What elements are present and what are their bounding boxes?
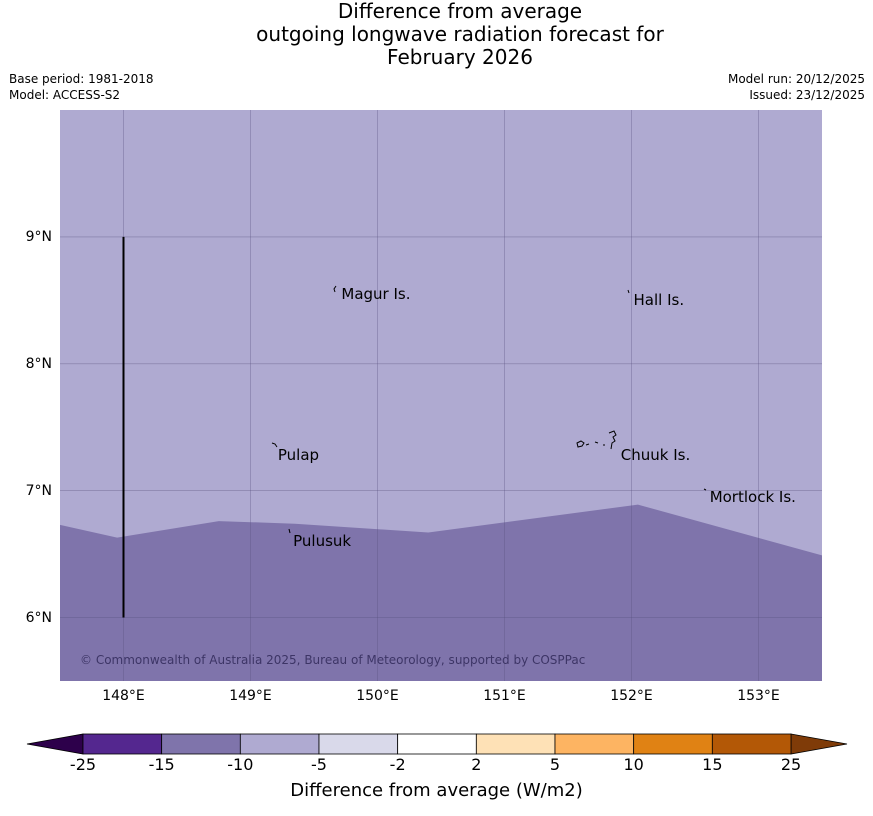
island-hall xyxy=(627,289,630,294)
colorbar-bin xyxy=(82,733,163,755)
colorbar-tick-label: -2 xyxy=(389,755,406,774)
lon-tick-label: 151°E xyxy=(483,688,526,704)
island-pulap xyxy=(271,442,278,448)
lon-tick-label: 152°E xyxy=(610,688,653,704)
island-chuuk-3 xyxy=(594,441,599,444)
lat-tick-label: 6°N xyxy=(25,609,52,626)
colorbar-bin xyxy=(161,733,241,755)
colorbar-under-arrow xyxy=(26,733,84,755)
colorbar-bin xyxy=(554,733,635,755)
model-name: Model: ACCESS-S2 xyxy=(9,88,121,102)
colorbar-tick-label: 25 xyxy=(780,755,802,774)
place-label: Magur Is. xyxy=(341,284,411,303)
colorbar xyxy=(26,733,848,755)
colorbar-tick-label: -10 xyxy=(227,755,254,774)
map-panel[interactable] xyxy=(60,110,822,681)
place-label: Hall Is. xyxy=(633,291,685,310)
island-magur xyxy=(333,285,337,293)
title-line-1: Difference from average xyxy=(337,0,583,23)
place-label: Chuuk Is. xyxy=(620,446,691,465)
model-run: Model run: 20/12/2025 xyxy=(727,72,865,86)
colorbar-bin xyxy=(633,733,713,755)
colorbar-tick-label: -5 xyxy=(311,755,327,774)
colorbar-bin xyxy=(239,733,320,755)
colorbar-bin xyxy=(475,733,556,755)
lon-tick-label: 150°E xyxy=(356,688,399,704)
map-title: Difference from average outgoing longwav… xyxy=(0,0,873,69)
colorbar-title: Difference from average (W/m2) xyxy=(290,780,583,801)
island-chuuk-1 xyxy=(576,440,585,448)
lon-tick-label: 148°E xyxy=(102,688,145,704)
colorbar-bin xyxy=(318,733,399,755)
colorbar-tick-label: 5 xyxy=(549,755,561,774)
title-line-3: February 2026 xyxy=(387,45,533,69)
colorbar-over-arrow xyxy=(790,733,848,755)
colorbar-tick-label: -15 xyxy=(148,755,175,774)
place-label: Pulusuk xyxy=(293,532,352,551)
island-pulusuk xyxy=(288,528,291,534)
title-line-2: outgoing longwave radiation forecast for xyxy=(256,22,664,46)
colorbar-bin xyxy=(711,733,792,755)
island-chuuk-5 xyxy=(608,430,617,450)
colorbar-tick-label: 10 xyxy=(623,755,644,774)
issued-date: Issued: 23/12/2025 xyxy=(749,88,865,102)
place-label: Mortlock Is. xyxy=(709,488,796,506)
lat-tick-label: 9°N xyxy=(25,228,52,245)
lat-tick-label: 7°N xyxy=(25,482,52,499)
island-chuuk-2 xyxy=(585,443,590,446)
colorbar-tick-label: 15 xyxy=(702,755,723,774)
base-period: Base period: 1981-2018 xyxy=(9,72,154,86)
lat-tick-label: 8°N xyxy=(25,355,52,372)
place-label: Pulap xyxy=(277,446,320,465)
colorbar-bin xyxy=(397,733,477,755)
colorbar-tick-label: -25 xyxy=(69,755,97,774)
island-outlines xyxy=(271,285,707,534)
lon-tick-label: 153°E xyxy=(737,688,780,704)
island-mortlock xyxy=(703,488,707,491)
copyright-notice: © Commonwealth of Australia 2025, Bureau… xyxy=(80,653,586,667)
lon-tick-label: 149°E xyxy=(229,688,272,704)
meta-right: Model run: 20/12/2025 Issued: 23/12/2025 xyxy=(728,71,865,103)
colorbar-tick-label: 2 xyxy=(471,755,482,774)
meta-left: Base period: 1981-2018 Model: ACCESS-S2 xyxy=(9,71,154,103)
